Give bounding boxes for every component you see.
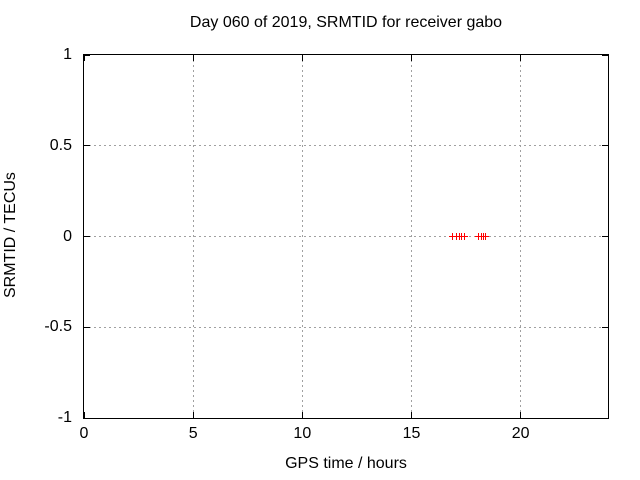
x-tick-label: 20 [511,425,530,442]
y-tick-label: -0.5 [44,318,72,336]
data-point-marker [481,233,489,240]
y-tick-mark [84,236,90,237]
y-tick-mark [84,54,90,56]
x-tick-label: 10 [293,425,312,442]
y-tick-label: 1 [63,46,72,63]
x-tick-mark [192,412,194,418]
x-tick-mark [301,55,303,61]
y-tick-mark [84,145,90,147]
x-tick-mark [411,55,412,61]
x-tick-mark [83,412,85,418]
y-tick-label: 0 [63,227,72,245]
y-tick-mark [602,54,608,56]
x-tick-mark [192,55,194,61]
x-axis-label: GPS time / hours [285,455,407,472]
data-point-marker [461,233,469,240]
plot-area [83,54,609,419]
gridline-horizontal [84,145,608,147]
gridline-horizontal [84,236,608,237]
x-tick-mark [83,55,85,61]
chart-title: Day 060 of 2019, SRMTID for receiver gab… [189,14,503,31]
x-tick-label: 0 [79,425,89,442]
y-tick-mark [602,145,608,147]
x-tick-label: 5 [188,425,198,442]
x-tick-mark [520,55,522,61]
x-tick-mark [520,412,522,418]
y-tick-mark [84,326,90,328]
y-tick-label: -1 [57,409,72,426]
y-tick-mark [602,326,608,328]
gridline-horizontal [84,326,608,328]
x-tick-mark [411,412,412,418]
y-tick-mark [84,417,90,419]
y-tick-mark [602,417,608,419]
x-tick-mark [301,412,303,418]
y-tick-mark [602,236,608,237]
y-tick-label: 0.5 [49,136,72,154]
x-tick-label: 15 [402,425,421,442]
